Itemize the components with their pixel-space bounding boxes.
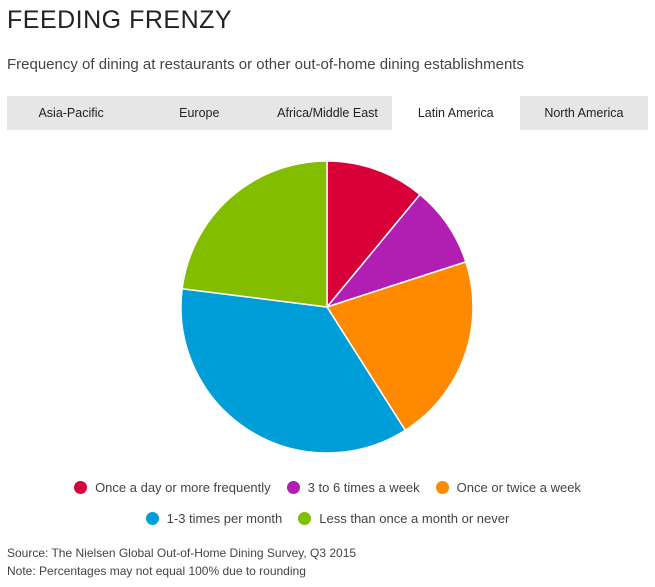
legend-label: Less than once a month or never [319, 511, 510, 526]
legend-swatch [145, 512, 159, 525]
legend: Once a day or more frequently 3 to 6 time… [40, 480, 615, 526]
tab[interactable]: Africa/Middle East [277, 106, 378, 120]
pie-slice [324, 193, 467, 309]
legend-swatch [286, 481, 300, 494]
chart-subtitle: Frequency of dining at restaurants or ot… [7, 56, 524, 73]
legend-swatch [298, 512, 312, 525]
tab[interactable]: Europe [179, 106, 220, 120]
source: Source: The Nielsen Global Out-of-Home D… [7, 546, 357, 560]
tab[interactable]: North America [544, 106, 624, 120]
note: Note: Percentages may not equal 100% due… [7, 564, 306, 578]
pie-slice [181, 160, 328, 308]
legend-label: Once a day or more frequently [95, 480, 271, 495]
pie-slice [180, 287, 407, 454]
chart-title: FEEDING FRENZY [7, 6, 233, 34]
legend-item: 3 to 6 times a week [286, 480, 420, 495]
legend-label: Once or twice a week [456, 480, 581, 495]
legend-item: Less than once a month or never [298, 511, 509, 526]
legend-item: 1-3 times per month [145, 511, 283, 526]
tab[interactable]: Latin America [391, 96, 520, 130]
legend-swatch [74, 481, 88, 494]
legend-item: Once or twice a week [435, 480, 581, 495]
chart [180, 160, 474, 454]
legend-swatch [435, 481, 449, 494]
pie-slice [326, 160, 422, 310]
legend-item: Once a day or more frequently [74, 480, 271, 495]
tab[interactable]: Asia-Pacific [38, 106, 104, 120]
legend-label: 1-3 times per month [166, 511, 283, 526]
tab-bar: Asia-Pacific Europe Africa/Middle East Lati… [7, 96, 648, 130]
legend-label: 3 to 6 times a week [307, 480, 420, 495]
pie-slice [325, 260, 474, 432]
